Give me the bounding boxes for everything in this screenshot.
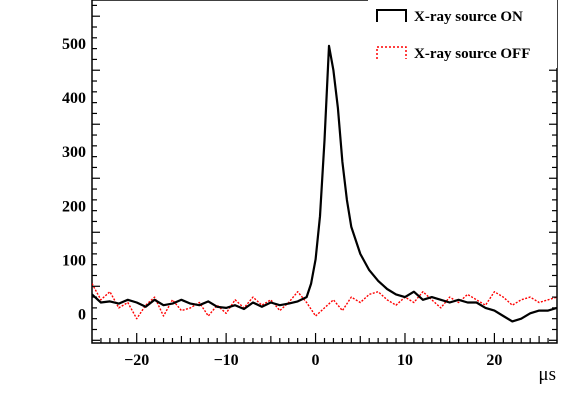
x-tick-label: 20 — [486, 352, 502, 369]
legend-label-off: X-ray source OFF — [414, 46, 530, 62]
legend-swatch-off — [376, 46, 407, 59]
x-tick-label: 10 — [397, 352, 413, 369]
series-line-source-off — [92, 283, 557, 320]
y-tick-label: 400 — [62, 90, 86, 107]
x-tick-label: 0 — [312, 352, 320, 369]
x-axis-title: μs — [538, 364, 556, 385]
series-line-source-on — [92, 44, 557, 323]
series-layer — [92, 44, 557, 323]
x-tick-label: −10 — [214, 352, 239, 369]
y-tick-label: 0 — [78, 306, 86, 323]
y-tick-label: 500 — [62, 36, 86, 53]
legend: X-ray source ON X-ray source OFF — [368, 0, 557, 68]
y-tick-label: 100 — [62, 252, 86, 269]
legend-label-on: X-ray source ON — [414, 9, 523, 25]
x-tick-label: −20 — [124, 352, 149, 369]
y-tick-label: 200 — [62, 198, 86, 215]
legend-background — [368, 0, 557, 68]
legend-swatch-on — [376, 9, 407, 22]
y-tick-label: 300 — [62, 144, 86, 161]
